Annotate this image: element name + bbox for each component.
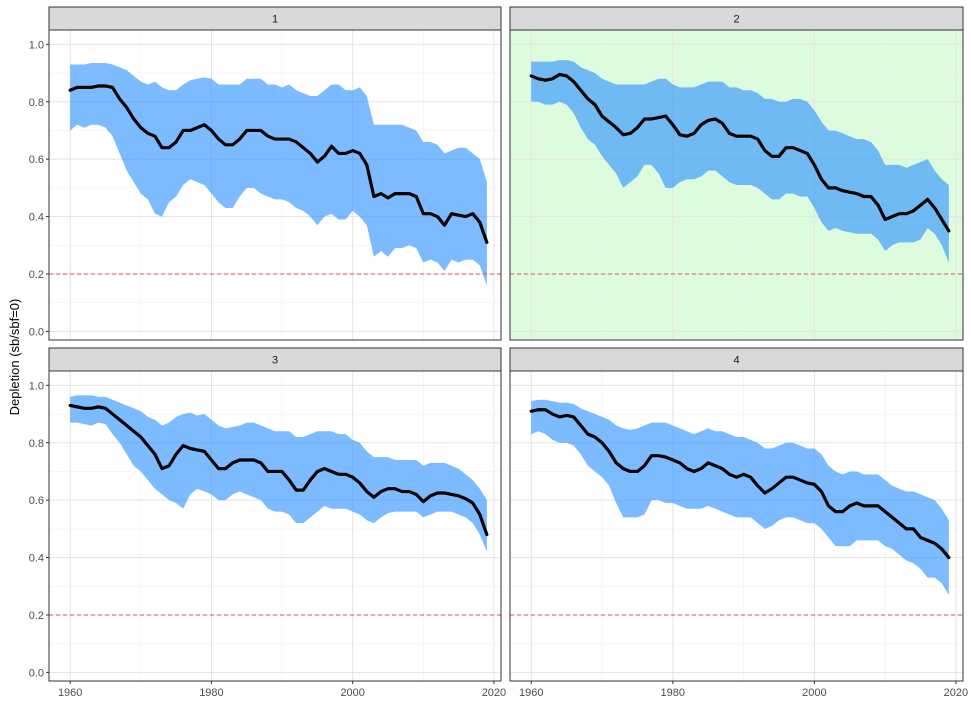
facet-strip-label: 3 <box>272 355 278 367</box>
panel-1: 1 0.0 0.2 0.4 0.6 0.8 1.0 <box>29 6 502 341</box>
facet-strip-label: 2 <box>733 14 739 26</box>
facet-strip-label: 4 <box>733 355 739 367</box>
facet-strip-label: 1 <box>272 14 278 26</box>
panel-border <box>48 29 502 341</box>
y-tick-label: 0.2 <box>29 610 44 622</box>
y-tick-label: 0.0 <box>29 667 44 679</box>
panel-border <box>509 370 964 682</box>
y-tick-label: 0.2 <box>29 269 44 281</box>
median-line <box>68 403 489 537</box>
uncertainty-band <box>70 63 487 286</box>
y-tick-label: 0.0 <box>29 326 44 338</box>
x-tick-label: 2020 <box>944 687 968 699</box>
y-tick-label: 0.4 <box>29 553 44 565</box>
y-tick-label: 0.6 <box>29 154 44 166</box>
y-tick-label: 0.6 <box>29 495 44 507</box>
panel-border <box>48 370 502 682</box>
panel-border <box>509 29 964 341</box>
x-tick-label: 1980 <box>661 687 685 699</box>
uncertainty-band <box>70 395 487 552</box>
median-line <box>529 408 951 560</box>
y-axis-title: Depletion (sb/sbf=0) <box>7 299 22 416</box>
panel-4: 4 1960 1980 2000 2020 <box>509 347 968 699</box>
uncertainty-band <box>531 60 949 263</box>
y-tick-label: 0.4 <box>29 212 44 224</box>
y-tick-label: 1.0 <box>29 380 44 392</box>
y-tick-label: 1.0 <box>29 39 44 51</box>
x-tick-label: 1960 <box>58 687 82 699</box>
x-tick-label: 2000 <box>802 687 826 699</box>
x-tick-label: 2020 <box>482 687 506 699</box>
uncertainty-band <box>531 399 949 595</box>
median-line <box>68 84 489 245</box>
x-tick-label: 1980 <box>199 687 223 699</box>
x-tick-label: 1960 <box>519 687 543 699</box>
y-tick-label: 0.8 <box>29 438 44 450</box>
x-tick-label: 2000 <box>340 687 364 699</box>
y-tick-label: 0.8 <box>29 97 44 109</box>
facet-panels: 10.00.20.40.60.81.0230.00.20.40.60.81.01… <box>29 6 968 699</box>
panel-3: 3 0.0 0.2 0.4 0.6 0.8 1.0 1960 1980 2000 2020 <box>29 347 506 699</box>
panel-2: 2 <box>509 6 964 341</box>
median-line <box>529 72 951 233</box>
